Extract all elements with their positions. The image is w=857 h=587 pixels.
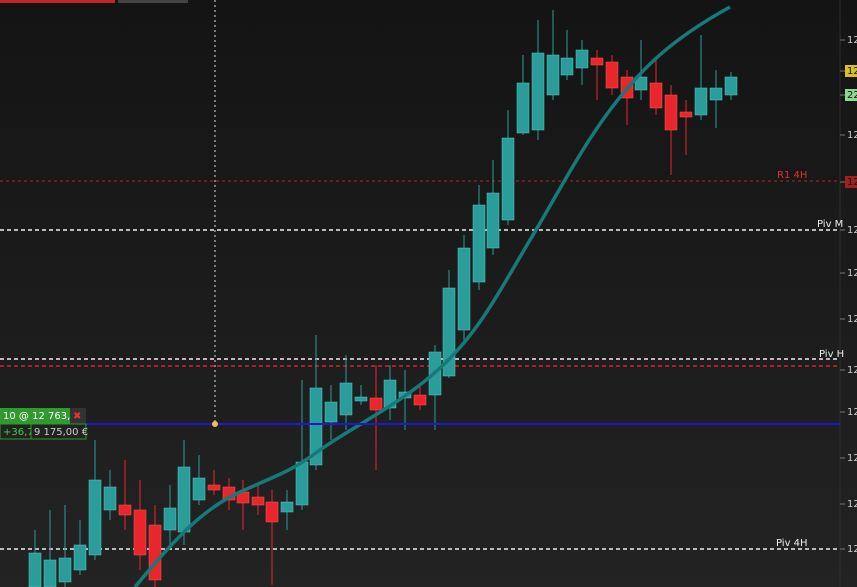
candle-body: [177, 466, 191, 533]
candle-body: [133, 509, 147, 556]
close-icon[interactable]: ✖: [73, 411, 81, 422]
candle-body: [295, 461, 309, 506]
axis-label: 12: [847, 130, 857, 141]
candle-body: [58, 557, 72, 583]
level-label: Piv M: [817, 219, 843, 230]
candle-body: [163, 507, 177, 531]
candle-body: [339, 382, 353, 416]
candle-body: [73, 544, 87, 571]
amount: 9 175,00 €: [34, 427, 88, 438]
candles: [28, 10, 738, 587]
close-button[interactable]: [70, 408, 86, 424]
candle-body: [516, 82, 530, 134]
candle-body: [309, 387, 323, 466]
price-axis: 12 12 22 12 12 12 12 12 12 12 12 12 12: [840, 35, 857, 555]
candle-body: [413, 394, 427, 406]
crosshair-dot: [212, 421, 218, 427]
axis-badge: [845, 65, 857, 77]
candle-body: [88, 479, 102, 556]
moving-average: [133, 5, 731, 587]
candle-body: [590, 57, 604, 66]
axis-label: 12: [847, 314, 857, 325]
candle-body: [324, 401, 338, 423]
candle-body: [605, 61, 619, 89]
level-label: Piv H: [819, 349, 844, 360]
top-bar: [118, 0, 188, 3]
axis-badge: [845, 176, 857, 188]
axis-label: 12: [847, 499, 857, 510]
candle-body: [664, 94, 678, 131]
pnl: +36,7: [3, 427, 34, 438]
candle-body: [501, 137, 515, 221]
candle-body: [369, 397, 383, 411]
axis-label: 12: [847, 35, 857, 46]
axis-label: 12: [847, 407, 857, 418]
axis-badge: [845, 89, 857, 101]
candle-body: [472, 204, 486, 283]
order-badge[interactable]: [0, 408, 70, 424]
axis-label: 12: [847, 177, 857, 188]
candle-body: [251, 496, 265, 506]
candle-body: [383, 379, 397, 409]
candle-body: [649, 82, 663, 109]
candle-body: [354, 396, 368, 402]
candle-body: [694, 87, 708, 116]
candle-body: [709, 87, 723, 101]
axis-label: 12: [847, 365, 857, 376]
candle-body: [575, 49, 589, 69]
candle-body: [118, 504, 132, 516]
candle-body: [724, 76, 738, 96]
candle-body: [43, 559, 57, 587]
top-bar: [0, 0, 115, 3]
level-label: R1 4H: [777, 170, 807, 181]
axis-label: 22: [847, 90, 857, 101]
candle-body: [148, 524, 162, 581]
candle-body: [192, 477, 206, 501]
candle-body: [207, 484, 221, 491]
amount-box: [30, 423, 87, 440]
axis-label: 12: [847, 66, 857, 77]
candle-body: [560, 57, 574, 76]
candle-body: [280, 501, 294, 513]
order-label: 10 @ 12 763,8: [3, 411, 77, 422]
candle-body: [457, 247, 471, 331]
candle-body: [546, 54, 560, 96]
candle-body: [486, 192, 500, 249]
level-label: Piv 4H: [776, 538, 808, 549]
candle-body: [679, 111, 693, 118]
candle-body: [28, 552, 42, 587]
candle-body: [265, 501, 279, 523]
axis-label: 12: [847, 225, 857, 236]
axis-label: 12: [847, 544, 857, 555]
candle-body: [531, 52, 545, 131]
candle-body: [634, 76, 648, 91]
axis-label: 12: [847, 453, 857, 464]
candle-body: [103, 486, 117, 511]
axis-label: 12: [847, 268, 857, 279]
